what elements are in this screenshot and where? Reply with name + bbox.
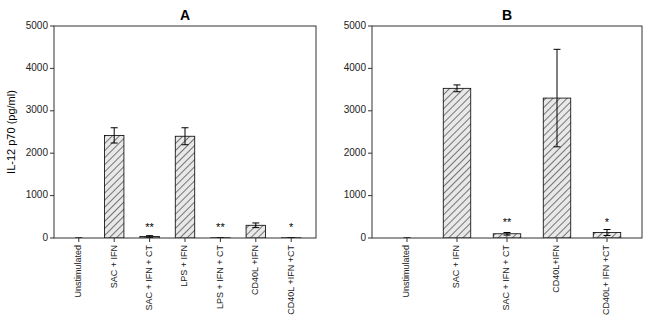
bars	[75, 128, 301, 238]
y-tick-label: 2000	[26, 147, 49, 158]
x-tick	[220, 238, 221, 242]
error-cap	[252, 222, 259, 223]
y-tick	[368, 110, 372, 111]
panel: 0 1000 2000 3000 4000 5000 Unstimulated SAC + I…	[5, 7, 316, 315]
x-tick	[291, 238, 292, 242]
error-bar	[252, 223, 259, 228]
error-cap	[182, 127, 189, 128]
y-tick-label: 5000	[344, 20, 367, 31]
error-stem	[185, 128, 186, 145]
y-tick-label: 1000	[344, 189, 367, 200]
y-tick-label: 5000	[26, 20, 49, 31]
annotation: **	[503, 216, 512, 228]
x-tick-label: CD40L+ IFN +CT	[601, 245, 611, 316]
bars	[404, 49, 621, 238]
x-tick-label: CD40L+IFN	[551, 245, 561, 293]
y-tick	[50, 26, 54, 27]
x-tick-label: CD40L +IFN	[250, 245, 260, 295]
error-cap	[111, 143, 118, 144]
x-tick	[507, 238, 508, 242]
x-tick	[149, 238, 150, 242]
y-axis-label: IL-12 p70 (pg/ml)	[5, 90, 17, 174]
error-bar	[182, 128, 189, 145]
x-tick-label: LPS + IFN	[179, 245, 189, 287]
y-tick	[50, 195, 54, 196]
error-bar	[604, 230, 611, 236]
error-cap	[504, 235, 511, 236]
error-cap	[504, 232, 511, 233]
y-tick-label: 0	[42, 232, 48, 243]
x-tick-label: SAC + IFN	[109, 245, 119, 288]
y-tick	[368, 238, 372, 239]
annotation: **	[216, 221, 225, 233]
x-tick	[557, 238, 558, 242]
annotation: *	[605, 216, 610, 228]
y-tick	[50, 110, 54, 111]
plot-frame	[372, 26, 642, 238]
x-tick-label: SAC + IFN + CT	[501, 244, 511, 310]
annotation: *	[289, 221, 294, 233]
y-tick-label: 4000	[344, 62, 367, 73]
error-stem	[255, 223, 256, 228]
x-tick-label: SAC + IFN + CT	[144, 244, 154, 310]
x-tick	[185, 238, 186, 242]
y-tick	[50, 153, 54, 154]
error-bar	[504, 232, 511, 235]
error-cap	[554, 146, 561, 147]
error-cap	[252, 227, 259, 228]
plot-frame	[54, 26, 316, 238]
y-tick-label: 3000	[26, 104, 49, 115]
x-tick	[407, 238, 408, 242]
error-cap	[146, 235, 153, 236]
x-tick-label: Unstimulated	[401, 245, 411, 298]
error-stem	[114, 128, 115, 143]
error-cap	[554, 49, 561, 50]
y-tick	[50, 68, 54, 69]
title: A	[180, 7, 190, 23]
bar	[104, 135, 123, 238]
error-bar	[111, 128, 118, 143]
error-cap	[604, 235, 611, 236]
error-cap	[182, 144, 189, 145]
error-cap	[454, 91, 461, 92]
figure: 0 1000 2000 3000 4000 5000 Unstimulated SAC + I…	[0, 0, 650, 327]
x-tick	[114, 238, 115, 242]
x-tick	[78, 238, 79, 242]
bar	[175, 136, 194, 238]
annotation: **	[145, 221, 154, 233]
bar	[246, 225, 265, 238]
x-tick-label: LPS + IFN + CT	[215, 245, 225, 310]
y-tick	[368, 26, 372, 27]
bar	[443, 88, 471, 238]
error-stem	[457, 85, 458, 92]
x-tick	[607, 238, 608, 242]
y-tick	[368, 153, 372, 154]
y-tick	[368, 195, 372, 196]
error-cap	[604, 229, 611, 230]
error-bar	[554, 49, 561, 147]
error-bar	[454, 85, 461, 92]
error-stem	[557, 49, 558, 147]
title: B	[502, 7, 512, 23]
error-cap	[111, 127, 118, 128]
error-stem	[607, 230, 608, 236]
y-tick-label: 2000	[344, 147, 367, 158]
error-cap	[454, 84, 461, 85]
x-tick	[255, 238, 256, 242]
error-bar	[146, 236, 153, 238]
panel: 0 1000 2000 3000 4000 5000 Unstimulated SAC + I…	[344, 7, 642, 315]
x-tick	[457, 238, 458, 242]
y-tick-label: 0	[360, 232, 366, 243]
y-tick-label: 3000	[344, 104, 367, 115]
x-tick-label: Unstimulated	[73, 245, 83, 298]
x-tick-label: CD40L +IFN +CT	[286, 245, 296, 315]
x-tick-label: SAC + IFN	[451, 245, 461, 288]
y-tick-label: 1000	[26, 189, 49, 200]
y-tick-label: 4000	[26, 62, 49, 73]
y-tick	[368, 68, 372, 69]
y-tick	[50, 238, 54, 239]
